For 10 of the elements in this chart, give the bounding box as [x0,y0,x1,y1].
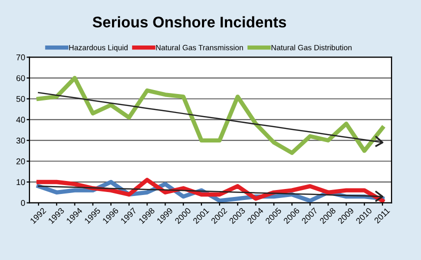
chart-title: Serious Onshore Incidents [92,16,286,28]
line-series [36,76,385,155]
y-tick-label: 10 [16,179,25,186]
y-tick-label: 40 [16,116,25,123]
y-tick-label: 70 [16,54,25,60]
y-tick-label: 0 [20,200,25,206]
y-tick-label: 30 [16,138,25,144]
y-tick-label: 60 [16,75,25,82]
y-tick-label: 50 [16,96,25,102]
y-tick-label: 20 [16,158,25,164]
